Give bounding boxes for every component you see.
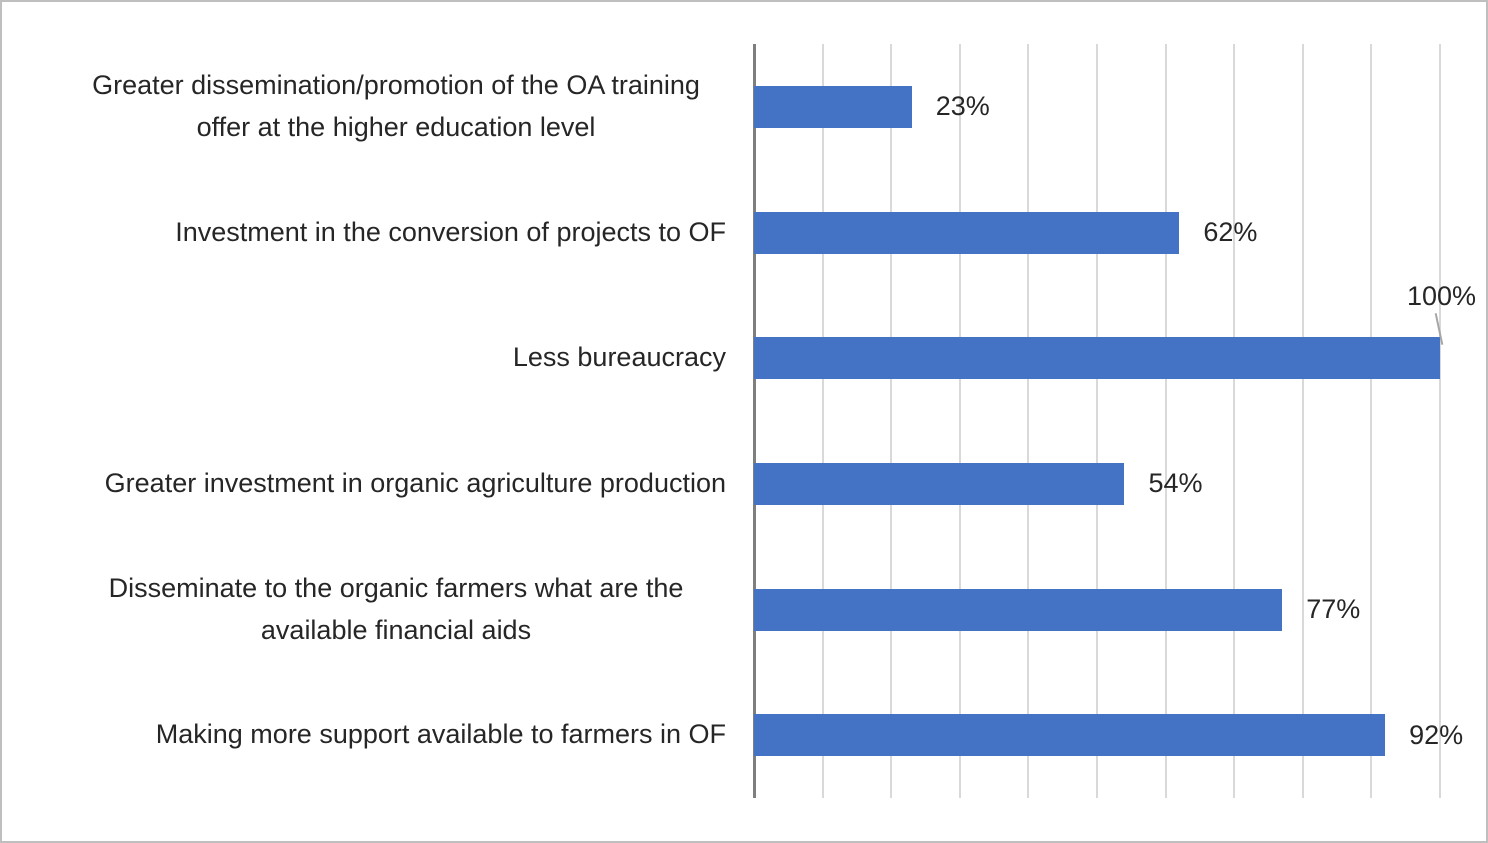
category-label: Greater investment in organic agricultur… xyxy=(2,421,754,547)
value-label: 92% xyxy=(1409,719,1464,750)
chart-row: Less bureaucracy 100% xyxy=(2,281,1476,421)
gridline xyxy=(1301,44,1304,798)
plot-area xyxy=(753,44,1441,798)
category-label-text: Greater dissemination/promotion of the O… xyxy=(92,69,700,142)
chart-row: Making more support available to farmers… xyxy=(2,672,1463,798)
category-label-text: Making more support available to farmers… xyxy=(155,719,726,750)
gridline xyxy=(1164,44,1167,798)
chart-row: Greater dissemination/promotion of the O… xyxy=(2,44,1440,170)
bar-track: 92% xyxy=(754,672,1463,798)
category-label: Less bureaucracy xyxy=(2,295,754,421)
bar-track: 77% xyxy=(754,547,1440,673)
bar xyxy=(754,337,1440,380)
category-label: Investment in the conversion of projects… xyxy=(2,170,754,296)
category-axis-line xyxy=(753,44,756,798)
category-label: Making more support available to farmers… xyxy=(2,672,754,798)
category-label-text: Less bureaucracy xyxy=(512,342,726,373)
value-label: 77% xyxy=(1306,594,1361,625)
bar-track: 23% xyxy=(754,44,1440,170)
category-label-text: Investment in the conversion of projects… xyxy=(175,216,726,247)
value-label: 54% xyxy=(1148,468,1203,499)
category-label: Disseminate to the organic farmers what … xyxy=(2,547,754,673)
bar xyxy=(754,462,1125,505)
gridline xyxy=(1027,44,1030,798)
gridline xyxy=(1233,44,1236,798)
bar-track: 54% xyxy=(754,421,1440,547)
gridline xyxy=(1439,44,1441,798)
chart-row: Disseminate to the organic farmers what … xyxy=(2,547,1440,673)
bar xyxy=(754,588,1283,631)
chart-rows: Greater dissemination/promotion of the O… xyxy=(2,44,1476,798)
chart-row: Investment in the conversion of projects… xyxy=(2,170,1440,296)
bar-track: 100% xyxy=(754,281,1476,421)
bar xyxy=(754,211,1180,254)
category-label: Greater dissemination/promotion of the O… xyxy=(2,44,754,170)
value-label: 62% xyxy=(1203,217,1258,247)
category-label-text: Disseminate to the organic farmers what … xyxy=(108,572,684,645)
gridline xyxy=(890,44,893,798)
gridline xyxy=(1370,44,1373,798)
bar xyxy=(754,85,912,128)
bar-track: 62% xyxy=(754,170,1440,296)
gridline xyxy=(958,44,961,798)
gridline xyxy=(821,44,824,798)
category-label-text: Greater investment in organic agricultur… xyxy=(104,467,726,498)
chart-row: Greater investment in organic agricultur… xyxy=(2,421,1440,547)
value-label: 100% xyxy=(1406,281,1476,312)
gridline xyxy=(1096,44,1098,798)
bar xyxy=(754,714,1386,757)
value-label: 23% xyxy=(935,91,990,122)
